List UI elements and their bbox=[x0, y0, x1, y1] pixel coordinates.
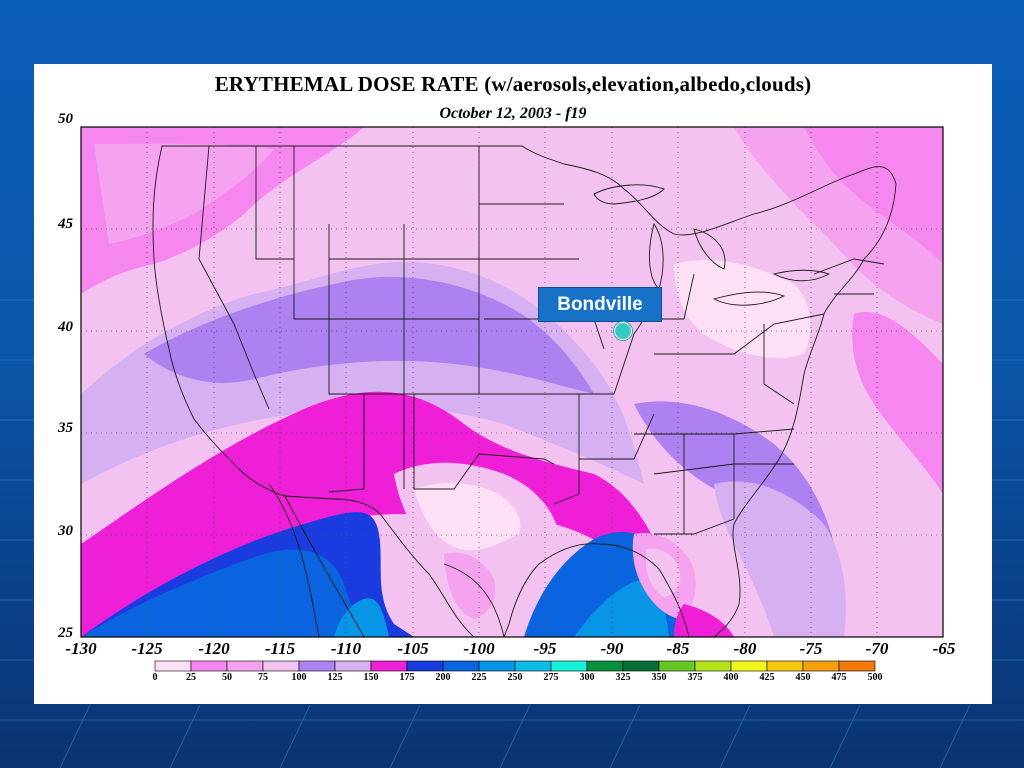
colorbar-swatch bbox=[190, 660, 228, 672]
colorbar-tick-label: 200 bbox=[435, 672, 451, 683]
colorbar-swatch bbox=[514, 660, 552, 672]
colorbar-swatch bbox=[298, 660, 336, 672]
colorbar-swatch bbox=[838, 660, 876, 672]
colorbar-tick-label: 350 bbox=[651, 672, 667, 683]
colorbar-tick-label: 0 bbox=[152, 672, 158, 683]
colorbar-swatch bbox=[622, 660, 660, 672]
colorbar-swatch bbox=[694, 660, 732, 672]
lon-tick-label: -70 bbox=[865, 639, 889, 658]
dose-rate-map bbox=[80, 126, 944, 672]
lon-tick-label: -85 bbox=[666, 639, 690, 658]
colorbar-swatch bbox=[442, 660, 480, 672]
colorbar-tick-label: 500 bbox=[867, 672, 883, 683]
colorbar-swatch bbox=[226, 660, 264, 672]
colorbar-tick-label: 175 bbox=[399, 672, 415, 683]
colorbar-tick-label: 275 bbox=[543, 672, 559, 683]
map-figure-panel: ERYTHEMAL DOSE RATE (w/aerosols,elevatio… bbox=[34, 64, 992, 704]
lon-tick-label: -80 bbox=[733, 639, 757, 658]
colorbar-tick-label: 250 bbox=[507, 672, 523, 683]
lon-tick-label: -115 bbox=[264, 639, 296, 658]
bondville-label: Bondville bbox=[538, 287, 662, 322]
map-frame bbox=[80, 126, 944, 638]
lon-tick-label: -105 bbox=[397, 639, 429, 658]
map-gridlines bbox=[81, 127, 943, 637]
colorbar-tick-label: 100 bbox=[291, 672, 307, 683]
contour-field bbox=[81, 127, 943, 637]
colorbar-swatch bbox=[802, 660, 840, 672]
colorbar-tick-label: 75 bbox=[258, 672, 268, 683]
figure-title: ERYTHEMAL DOSE RATE (w/aerosols,elevatio… bbox=[214, 72, 812, 96]
colorbar-tick-label: 125 bbox=[327, 672, 343, 683]
colorbar-swatch bbox=[406, 660, 444, 672]
colorbar-swatch bbox=[586, 660, 624, 672]
state-boundaries bbox=[152, 145, 897, 637]
bondville-marker bbox=[614, 322, 632, 340]
colorbar bbox=[154, 660, 876, 672]
lat-tick-label: 45 bbox=[58, 216, 73, 232]
lat-tick-label: 50 bbox=[58, 111, 73, 127]
lon-tick-label: -130 bbox=[65, 639, 97, 658]
colorbar-tick-label: 150 bbox=[363, 672, 379, 683]
colorbar-swatch bbox=[550, 660, 588, 672]
colorbar-tick-label: 225 bbox=[471, 672, 487, 683]
colorbar-swatch bbox=[334, 660, 372, 672]
colorbar-swatch bbox=[262, 660, 300, 672]
colorbar-tick-label: 475 bbox=[831, 672, 847, 683]
lat-tick-label: 30 bbox=[58, 523, 73, 539]
colorbar-tick-label: 325 bbox=[615, 672, 631, 683]
lon-tick-label: -90 bbox=[600, 639, 624, 658]
colorbar-tick-label: 375 bbox=[687, 672, 703, 683]
colorbar-tick-label: 300 bbox=[579, 672, 595, 683]
lat-tick-label: 35 bbox=[58, 420, 73, 436]
colorbar-swatch bbox=[154, 660, 192, 672]
colorbar-swatch bbox=[658, 660, 696, 672]
colorbar-swatch bbox=[370, 660, 408, 672]
lon-tick-label: -100 bbox=[463, 639, 495, 658]
colorbar-tick-label: 50 bbox=[222, 672, 232, 683]
colorbar-tick-label: 450 bbox=[795, 672, 811, 683]
colorbar-swatch bbox=[766, 660, 804, 672]
lon-tick-label: -95 bbox=[533, 639, 557, 658]
figure-subtitle: October 12, 2003 - f19 bbox=[439, 105, 587, 122]
colorbar-tick-label: 400 bbox=[723, 672, 739, 683]
lon-tick-label: -65 bbox=[932, 639, 956, 658]
lon-tick-label: -120 bbox=[198, 639, 230, 658]
colorbar-tick-label: 25 bbox=[186, 672, 196, 683]
lon-tick-label: -110 bbox=[330, 639, 362, 658]
colorbar-swatch bbox=[478, 660, 516, 672]
colorbar-tick-label: 425 bbox=[759, 672, 775, 683]
lat-tick-label: 25 bbox=[58, 625, 73, 641]
colorbar-swatch bbox=[730, 660, 768, 672]
lat-tick-label: 40 bbox=[58, 319, 73, 335]
lon-tick-label: -125 bbox=[131, 639, 163, 658]
lon-tick-label: -75 bbox=[799, 639, 823, 658]
